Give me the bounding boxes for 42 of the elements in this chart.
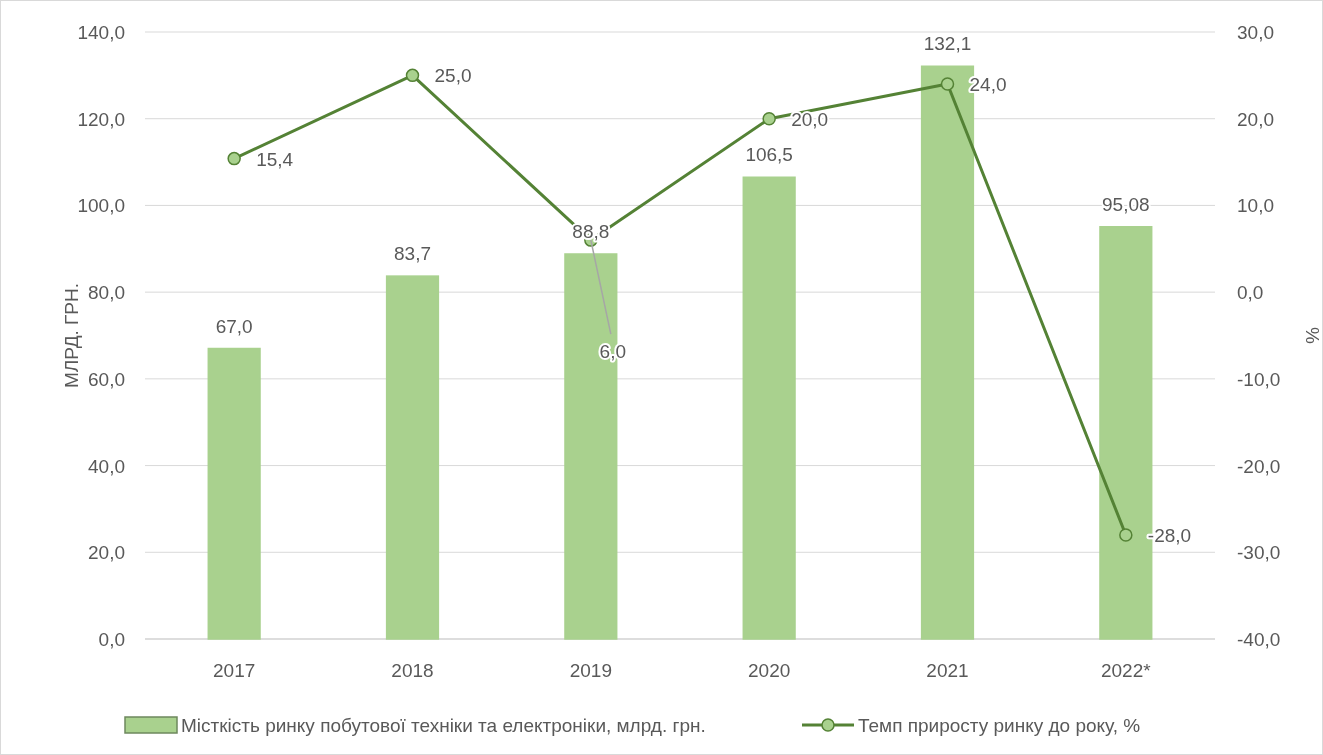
point xyxy=(762,111,776,126)
y2-tick-label: -40,0 xyxy=(1237,629,1281,650)
y2-tick-label: -30,0 xyxy=(1237,542,1281,564)
point xyxy=(227,151,241,166)
y-tick-label: 0,0 xyxy=(98,629,125,650)
bar xyxy=(207,347,261,640)
y2-tick-label: -20,0 xyxy=(1237,455,1281,477)
x-tick-label: 2022* xyxy=(1101,660,1152,681)
y-tick-label: 100,0 xyxy=(77,195,125,217)
x-tick-label: 2019 xyxy=(569,660,612,681)
legend-label: Місткість ринку побутової техніки та електроніки, млрд. грн. xyxy=(181,715,706,736)
x-tick-label: 2021 xyxy=(926,660,969,681)
data-label: 83,7 xyxy=(394,243,431,265)
x-tick-label: 2018 xyxy=(391,660,434,681)
y2-tick-label: 20,0 xyxy=(1237,108,1274,130)
y2-tick-label: 0,0 xyxy=(1237,282,1264,304)
data-label: 95,08 xyxy=(1102,193,1150,215)
data-label: 106,5 xyxy=(745,144,793,166)
y-tick-label: 140,0 xyxy=(77,22,125,43)
data-label: 132,1 xyxy=(923,33,972,55)
y2-tick-label: 30,0 xyxy=(1237,22,1274,43)
data-label: 20,0 xyxy=(791,108,829,130)
y-tick-label: 40,0 xyxy=(88,455,125,477)
point xyxy=(1119,528,1133,542)
x-tick-label: 2017 xyxy=(213,660,256,681)
point xyxy=(405,68,420,83)
y2-axis-title: % xyxy=(1302,327,1323,345)
data-label: 67,0 xyxy=(215,315,253,337)
x-tick-label: 2020 xyxy=(748,660,791,681)
y-tick-label: 60,0 xyxy=(88,368,125,390)
bar xyxy=(385,275,440,640)
y-axis-title: МЛРД. ГРН. xyxy=(61,282,82,389)
legend-label: Темп приросту ринку до року, % xyxy=(858,715,1141,736)
y-tick-label: 120,0 xyxy=(77,108,125,130)
y2-tick-label: 10,0 xyxy=(1237,195,1274,217)
y2-tick-label: -10,0 xyxy=(1237,368,1281,390)
point xyxy=(940,77,955,91)
data-label: 15,4 xyxy=(256,148,294,170)
y-tick-label: 20,0 xyxy=(88,542,125,564)
data-label: 25,0 xyxy=(434,65,472,87)
y-tick-label: 80,0 xyxy=(88,282,125,304)
bar xyxy=(742,176,796,640)
